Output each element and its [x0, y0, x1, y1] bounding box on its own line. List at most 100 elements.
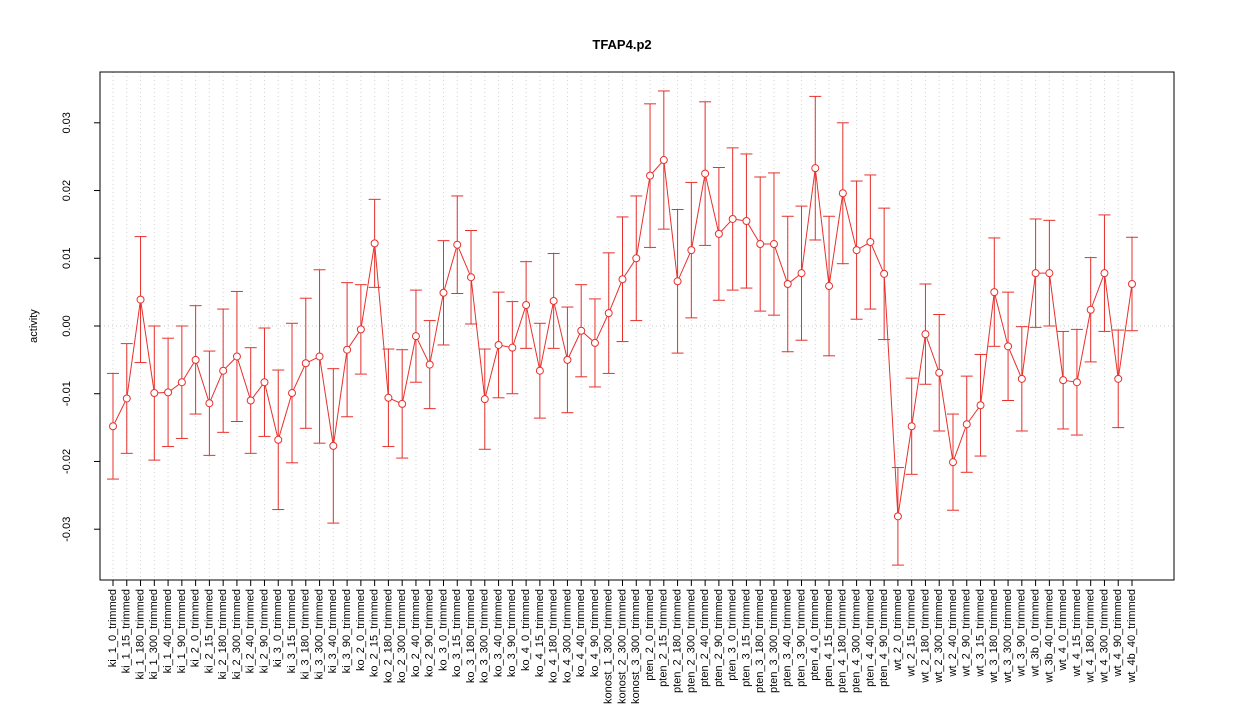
- point: [274, 435, 283, 444]
- point: [246, 396, 255, 405]
- point: [480, 395, 489, 404]
- point: [205, 399, 214, 408]
- x-tick-label: ko_3_90_trimmed: [506, 589, 518, 677]
- x-tick-label: pten_2_300_trimmed: [685, 589, 697, 693]
- point: [122, 394, 131, 403]
- x-tick-label: ko_2_40_trimmed: [410, 589, 422, 677]
- point: [604, 309, 613, 318]
- point: [549, 296, 558, 305]
- x-tick-label: ko_4_300_trimmed: [561, 589, 573, 683]
- x-tick-label: pten_2_90_trimmed: [713, 589, 725, 687]
- x-tick-label: pten_4_300_trimmed: [851, 589, 863, 693]
- point: [1114, 374, 1123, 383]
- x-tick-label: wt_2_40_trimmed: [947, 589, 959, 677]
- x-tick-label: ki_2_0_trimmed: [190, 589, 202, 667]
- x-tick-label: ko_4_90_trimmed: [589, 589, 601, 677]
- point: [577, 326, 586, 335]
- point: [398, 399, 407, 408]
- point: [976, 401, 985, 410]
- x-tick-label: wt_4b_40_trimmed: [1126, 589, 1138, 684]
- point: [962, 420, 971, 429]
- point: [1072, 378, 1081, 387]
- point: [301, 359, 310, 368]
- x-tick-label: wt_2_180_trimmed: [919, 589, 931, 684]
- point: [370, 239, 379, 248]
- x-tick-label: ko_3_0_trimmed: [437, 589, 449, 671]
- x-tick-label: pten_4_40_trimmed: [864, 589, 876, 687]
- x-tick-label: ko_3_40_trimmed: [492, 589, 504, 677]
- x-tick-label: wt_2_300_trimmed: [933, 589, 945, 684]
- x-tick-label: wt_4_300_trimmed: [1098, 589, 1110, 684]
- x-tick-label: ki_3_0_trimmed: [272, 589, 284, 667]
- point: [618, 275, 627, 284]
- point: [1017, 374, 1026, 383]
- x-tick-label: pten_3_90_trimmed: [795, 589, 807, 687]
- point: [453, 240, 462, 249]
- x-tick-label: ko_4_40_trimmed: [575, 589, 587, 677]
- x-tick-label: ki_2_15_trimmed: [203, 589, 215, 673]
- point: [701, 169, 710, 178]
- x-tick-label: ko_2_300_trimmed: [396, 589, 408, 683]
- point: [1045, 269, 1054, 278]
- x-tick-label: ki_1_0_trimmed: [107, 589, 119, 667]
- point: [329, 441, 338, 450]
- x-tick-label: wt_2_15_trimmed: [906, 589, 918, 677]
- point: [425, 360, 434, 369]
- x-tick-label: wt_2_90_trimmed: [961, 589, 973, 677]
- point: [191, 355, 200, 364]
- x-tick-label: wt_3_300_trimmed: [1002, 589, 1014, 684]
- point: [384, 393, 393, 402]
- x-tick-label: ko_4_0_trimmed: [520, 589, 532, 671]
- x-tick-label: wt_4_90_trimmed: [1112, 589, 1124, 677]
- point: [136, 295, 145, 304]
- point: [797, 269, 806, 278]
- x-tick-label: pten_3_0_trimmed: [727, 589, 739, 681]
- point: [769, 240, 778, 249]
- point: [1031, 269, 1040, 278]
- point: [590, 338, 599, 347]
- x-tick-label: pten_2_40_trimmed: [699, 589, 711, 687]
- x-tick-label: pten_4_15_trimmed: [823, 589, 835, 687]
- point: [150, 389, 159, 398]
- x-tick-label: ki_2_180_trimmed: [217, 589, 229, 680]
- x-tick-label: pten_3_300_trimmed: [768, 589, 780, 693]
- x-tick-label: ki_3_180_trimmed: [300, 589, 312, 680]
- x-tick-label: wt_3b_0_trimmed: [1030, 589, 1042, 677]
- point: [838, 189, 847, 198]
- point: [288, 389, 297, 398]
- x-tick-label: ko_2_0_trimmed: [355, 589, 367, 671]
- point: [356, 325, 365, 334]
- point: [260, 378, 269, 387]
- point: [632, 254, 641, 263]
- x-tick-label: pten_2_180_trimmed: [671, 589, 683, 693]
- x-tick-label: ki_1_180_trimmed: [134, 589, 146, 680]
- x-tick-label: ki_2_300_trimmed: [231, 589, 243, 680]
- point: [646, 171, 655, 180]
- point: [880, 269, 889, 278]
- point: [756, 240, 765, 249]
- point: [728, 214, 737, 223]
- point: [893, 512, 902, 521]
- point: [990, 288, 999, 297]
- x-tick-label: ki_3_90_trimmed: [341, 589, 353, 673]
- point: [1086, 305, 1095, 314]
- x-tick-label: ko_3_180_trimmed: [465, 589, 477, 683]
- y-tick-label: -0.01: [61, 381, 73, 406]
- point: [109, 422, 117, 431]
- x-tick-label: ki_3_40_trimmed: [327, 589, 339, 673]
- point: [522, 301, 531, 310]
- x-tick-label: wt_4_15_trimmed: [1071, 589, 1083, 677]
- point: [811, 164, 820, 173]
- x-tick-label: ko_4_180_trimmed: [548, 589, 560, 683]
- point: [687, 246, 696, 255]
- point: [343, 345, 352, 354]
- point: [1128, 280, 1136, 289]
- point: [508, 343, 517, 352]
- x-tick-label: ki_1_90_trimmed: [176, 589, 188, 673]
- x-tick-label: ki_1_300_trimmed: [148, 589, 160, 680]
- x-tick-label: konost_3_300_trimmed: [630, 589, 642, 704]
- x-tick-label: konost_1_300_trimmed: [603, 589, 615, 704]
- chart-title: TFAP4.p2: [592, 37, 651, 52]
- point: [164, 388, 173, 397]
- point: [935, 368, 944, 377]
